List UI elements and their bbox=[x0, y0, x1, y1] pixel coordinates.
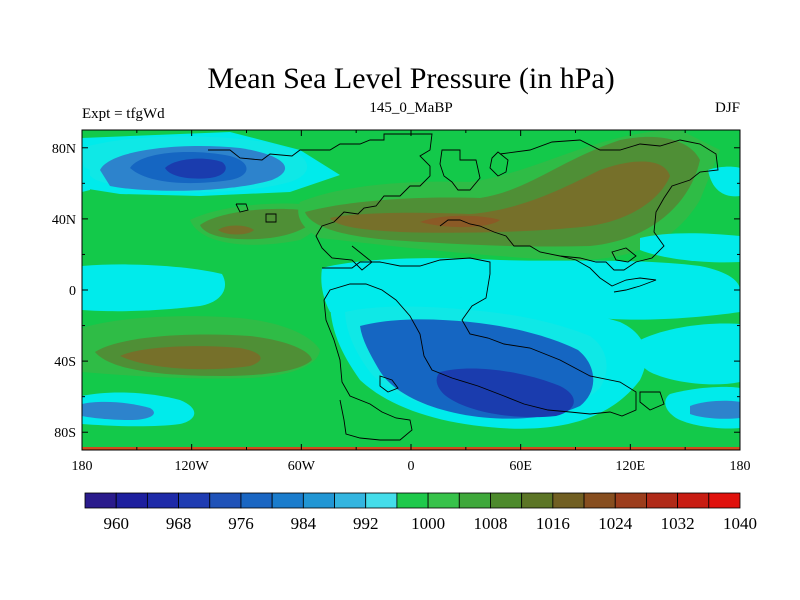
y-tick-label: 0 bbox=[69, 284, 76, 299]
colorbar-swatch bbox=[552, 492, 585, 509]
pressure-contour-8 bbox=[218, 225, 254, 235]
colorbar-label: 1016 bbox=[536, 514, 570, 533]
colorbar-swatch bbox=[271, 492, 304, 509]
colorbar-swatch bbox=[178, 492, 211, 509]
chart-title: Mean Sea Level Pressure (in hPa) bbox=[207, 62, 614, 95]
x-tick-label: 60E bbox=[509, 459, 532, 474]
colorbar-swatch bbox=[84, 492, 117, 509]
pressure-contour-14 bbox=[82, 264, 226, 312]
coastline-segment-2 bbox=[235, 203, 249, 213]
coastline-segment-3 bbox=[265, 213, 277, 223]
x-tick-label: 120W bbox=[175, 459, 210, 474]
colorbar-swatch bbox=[614, 492, 647, 509]
coastlines bbox=[208, 133, 719, 441]
pressure-contour-26 bbox=[690, 400, 740, 419]
colorbar-swatch bbox=[365, 492, 398, 509]
y-axis: 80N 40N 0 40S 80S bbox=[52, 142, 740, 441]
pressure-contour-27 bbox=[82, 166, 90, 192]
right-label: DJF bbox=[715, 100, 740, 116]
x-tick-label: 180 bbox=[72, 459, 93, 474]
x-tick-label: 60W bbox=[288, 459, 316, 474]
pressure-field bbox=[82, 130, 740, 450]
coastline-segment-9 bbox=[379, 375, 399, 393]
coastline-segment-4 bbox=[322, 257, 637, 441]
y-tick-label: 40S bbox=[54, 355, 76, 370]
coastline-segment-8 bbox=[489, 151, 509, 177]
pressure-contour-5 bbox=[165, 158, 226, 179]
coastline-segment-11 bbox=[611, 247, 637, 263]
left-label: Expt = tfgWd bbox=[82, 106, 165, 122]
colorbar-label: 968 bbox=[166, 514, 192, 533]
colorbar-label: 984 bbox=[291, 514, 317, 533]
colorbar-label: 1040 bbox=[723, 514, 757, 533]
pressure-contour-28 bbox=[708, 166, 740, 197]
colorbar: 960 968 976 984 992 1000 1008 1016 1024 1032 1040 bbox=[84, 492, 757, 533]
colorbar-swatch bbox=[427, 492, 460, 509]
coastline-segment-1 bbox=[208, 133, 433, 271]
colorbar-swatch bbox=[708, 492, 741, 509]
coastline-segment-7 bbox=[559, 255, 657, 293]
x-tick-label: 180 bbox=[730, 459, 751, 474]
colorbar-swatch bbox=[583, 492, 616, 509]
pressure-contour-22 bbox=[636, 323, 740, 385]
pressure-contour-24 bbox=[82, 401, 154, 420]
colorbar-label: 960 bbox=[103, 514, 129, 533]
y-tick-label: 80N bbox=[52, 142, 76, 157]
pressure-contour-21 bbox=[120, 346, 261, 370]
colorbar-label: 1008 bbox=[473, 514, 507, 533]
y-tick-label: 40N bbox=[52, 213, 76, 228]
colorbar-swatch bbox=[240, 492, 273, 509]
colorbar-swatch bbox=[521, 492, 554, 509]
colorbar-swatch bbox=[490, 492, 523, 509]
colorbar-swatch bbox=[458, 492, 491, 509]
x-tick-label: 120E bbox=[616, 459, 646, 474]
colorbar-swatch bbox=[209, 492, 242, 509]
y-tick-label: 80S bbox=[54, 426, 76, 441]
colorbar-label: 1024 bbox=[598, 514, 633, 533]
pressure-contour-29 bbox=[640, 233, 740, 263]
x-axis: 180 120W 60W 0 60E 120E 180 bbox=[72, 130, 751, 474]
x-tick-label: 0 bbox=[408, 459, 415, 474]
colorbar-label: 1032 bbox=[661, 514, 695, 533]
colorbar-label: 992 bbox=[353, 514, 379, 533]
coastline-segment-5 bbox=[439, 149, 481, 191]
colorbar-swatch bbox=[146, 492, 179, 509]
colorbar-label: 976 bbox=[228, 514, 254, 533]
pressure-contour-12 bbox=[420, 215, 500, 228]
colorbar-swatch bbox=[115, 492, 148, 509]
colorbar-swatch bbox=[396, 492, 429, 509]
coastline-segment-10 bbox=[639, 391, 665, 411]
colorbar-swatch bbox=[677, 492, 710, 509]
pressure-contour-18 bbox=[436, 368, 574, 418]
colorbar-swatch bbox=[334, 492, 367, 509]
coastline-segment-6 bbox=[439, 139, 719, 271]
pressure-contour-11 bbox=[330, 161, 670, 233]
center-label: 145_0_MaBP bbox=[369, 100, 452, 116]
colorbar-swatch bbox=[646, 492, 679, 509]
colorbar-swatch bbox=[302, 492, 335, 509]
colorbar-label: 1000 bbox=[411, 514, 445, 533]
